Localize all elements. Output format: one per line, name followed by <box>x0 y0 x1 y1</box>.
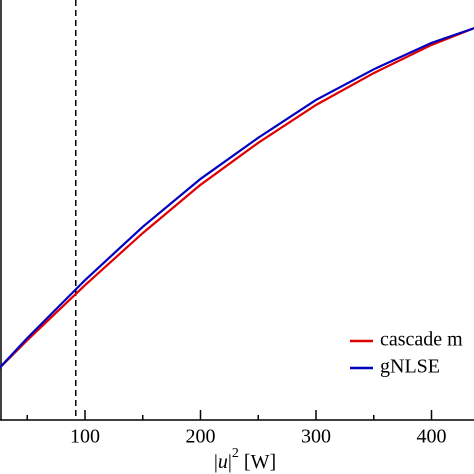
legend-label: cascade m <box>380 329 463 351</box>
x-tick-label: 100 <box>70 426 100 448</box>
x-tick-label: 300 <box>301 426 331 448</box>
legend-label: gNLSE <box>380 356 440 378</box>
series-line <box>0 27 474 369</box>
x-axis-label: |u|2 [W] <box>214 446 276 472</box>
series-line <box>0 27 474 369</box>
x-tick-label: 200 <box>186 426 216 448</box>
x-tick-label: 400 <box>416 426 446 448</box>
